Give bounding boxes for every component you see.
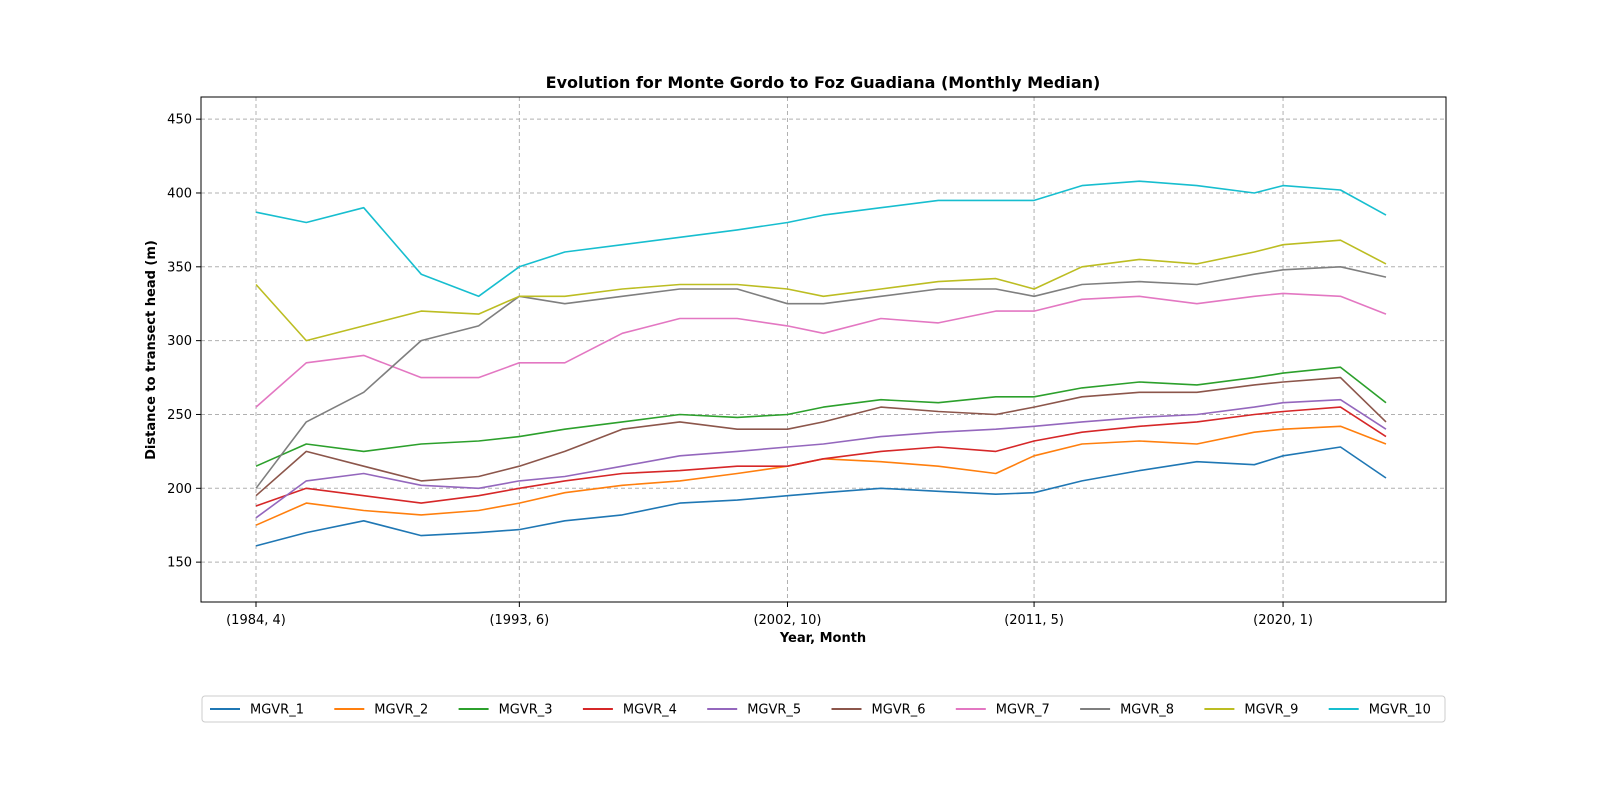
y-tick-label: 350	[167, 260, 192, 275]
legend-label: MGVR_1	[250, 703, 304, 718]
series-line-mgvr-3	[255, 366, 1387, 467]
y-tick-label: 300	[167, 334, 192, 349]
legend-label: MGVR_7	[996, 703, 1050, 718]
y-tick-label: 150	[167, 556, 192, 571]
x-tick-label: (2011, 5)	[1004, 613, 1064, 628]
plot-area	[200, 96, 1447, 603]
legend-label: MGVR_5	[747, 703, 801, 718]
y-tick-label: 250	[167, 408, 192, 423]
series-layer	[255, 180, 1387, 547]
x-axis-label: Year, Month	[779, 631, 866, 646]
legend-label: MGVR_3	[499, 703, 553, 718]
chart-title: Evolution for Monte Gordo to Foz Guadian…	[546, 73, 1101, 92]
grid	[201, 97, 1446, 602]
legend-label: MGVR_4	[623, 703, 677, 718]
series-line-mgvr-1	[255, 446, 1387, 547]
y-tick-label: 200	[167, 482, 192, 497]
series-line-mgvr-2	[255, 425, 1387, 526]
y-tick-label: 450	[167, 113, 192, 128]
legend-label: MGVR_2	[374, 703, 428, 718]
legend-label: MGVR_10	[1369, 703, 1431, 718]
y-tick-label: 400	[167, 186, 192, 201]
series-line-mgvr-7	[255, 292, 1387, 408]
legend-label: MGVR_6	[872, 703, 926, 718]
x-tick-label: (2020, 1)	[1253, 613, 1313, 628]
x-tick-label: (1984, 4)	[226, 613, 286, 628]
x-axis-ticks: (1984, 4) (1993, 6) (2002, 10) (2011, 5) (20…	[226, 602, 1313, 628]
legend-label: MGVR_9	[1244, 703, 1298, 718]
x-tick-label: (2002, 10)	[753, 613, 821, 628]
series-line-mgvr-10	[255, 180, 1387, 298]
legend-label: MGVR_8	[1120, 703, 1174, 718]
legend: MGVR_1 MGVR_2 MGVR_3 MGVR_4 MGVR_5 MGVR_6 MGVR…	[201, 695, 1446, 723]
series-line-mgvr-4	[255, 406, 1387, 507]
y-axis-ticks: 150 200 250 300 350 400 450	[167, 113, 201, 571]
series-line-mgvr-5	[255, 398, 1387, 519]
x-tick-label: (1993, 6)	[489, 613, 549, 628]
y-axis-label: Distance to transect head (m)	[144, 240, 159, 460]
series-line-mgvr-9	[255, 239, 1387, 342]
series-line-mgvr-6	[255, 376, 1387, 497]
legend-box	[201, 695, 1446, 723]
series-line-mgvr-8	[255, 265, 1387, 489]
